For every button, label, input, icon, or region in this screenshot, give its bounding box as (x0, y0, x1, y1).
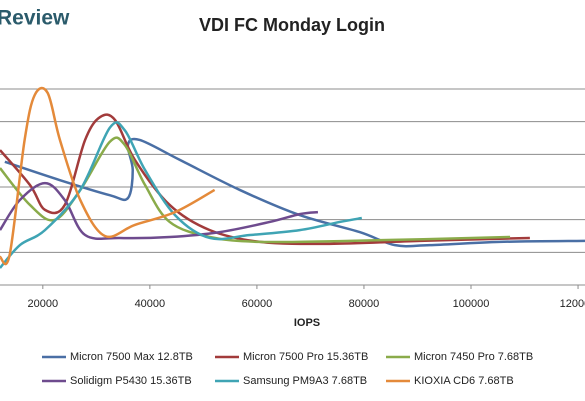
series-line (0, 181, 319, 240)
legend-label: Micron 7500 Pro 15.36TB (243, 351, 368, 363)
legend-label: Micron 7450 Pro 7.68TB (414, 351, 533, 363)
x-tick-label: 40000 (135, 298, 166, 310)
x-tick-label: 80000 (349, 298, 380, 310)
x-tick-label: 60000 (242, 298, 273, 310)
x-tick-label: 120000 (560, 298, 585, 310)
series-line (0, 121, 363, 269)
legend-label: Solidigm P5430 15.36TB (70, 375, 192, 387)
logo: Review (0, 7, 70, 30)
series-line (4, 137, 585, 248)
legend-label: KIOXIA CD6 7.68TB (414, 375, 514, 387)
legend-label: Samsung PM9A3 7.68TB (243, 375, 367, 387)
x-tick-label: 100000 (453, 298, 490, 310)
series-line (0, 86, 216, 266)
chart-title: VDI FC Monday Login (199, 15, 385, 35)
legend-label: Micron 7500 Max 12.8TB (70, 351, 193, 363)
x-axis-label: IOPS (294, 317, 320, 329)
series-line (0, 113, 530, 246)
x-tick-label: 20000 (28, 298, 59, 310)
